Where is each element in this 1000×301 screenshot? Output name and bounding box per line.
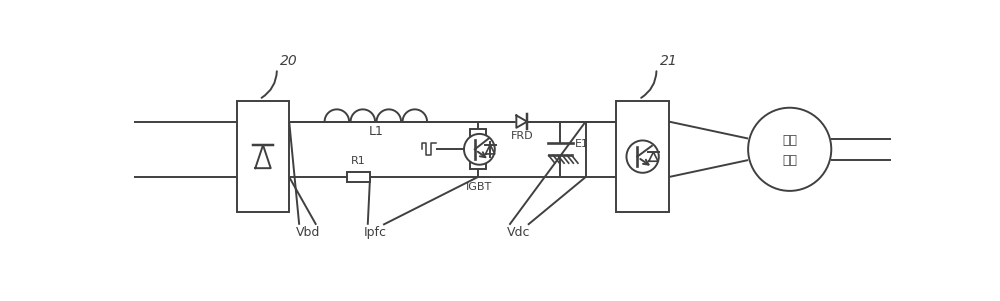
Text: 电机: 电机 <box>782 134 797 147</box>
Bar <box>616 101 669 213</box>
Text: 20: 20 <box>280 54 298 68</box>
Text: 21: 21 <box>660 54 677 68</box>
Text: Vbd: Vbd <box>296 225 321 239</box>
Circle shape <box>748 108 831 191</box>
Text: E1: E1 <box>575 139 589 149</box>
Bar <box>237 101 289 213</box>
Bar <box>470 129 486 169</box>
Text: Vdc: Vdc <box>507 225 530 239</box>
Text: 负载: 负载 <box>782 154 797 166</box>
Polygon shape <box>516 115 527 128</box>
Text: FRD: FRD <box>510 131 533 141</box>
Text: IGBT: IGBT <box>466 182 493 192</box>
Text: Ipfc: Ipfc <box>364 225 387 239</box>
Bar <box>347 172 370 182</box>
Text: L1: L1 <box>368 126 383 138</box>
Text: R1: R1 <box>351 156 366 166</box>
Circle shape <box>464 134 495 165</box>
Circle shape <box>626 141 659 173</box>
